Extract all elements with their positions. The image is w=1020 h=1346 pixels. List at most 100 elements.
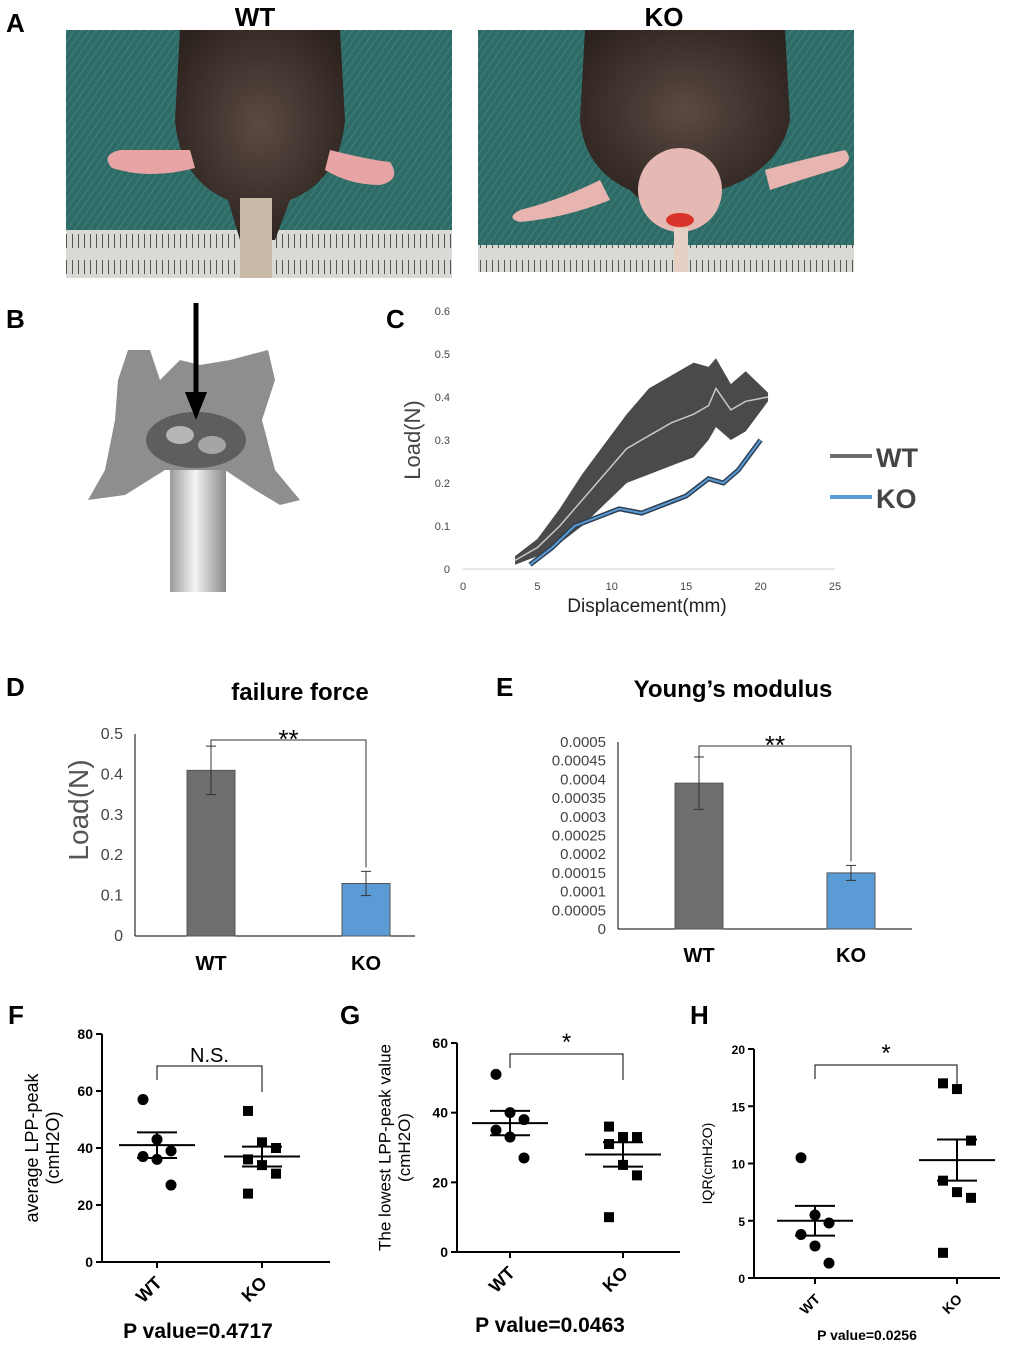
y-tick-label: 20 bbox=[77, 1197, 93, 1213]
y-tick-label: 0 bbox=[114, 928, 123, 945]
significance-marker: ** bbox=[278, 724, 298, 754]
y-tick-label: 0.4 bbox=[101, 766, 123, 783]
data-point-wt bbox=[823, 1217, 835, 1229]
category-label-ko: KO bbox=[351, 953, 381, 975]
significance-bracket bbox=[156, 1065, 263, 1092]
data-point-ko bbox=[257, 1137, 267, 1148]
y-tick-label: 20 bbox=[732, 1043, 746, 1057]
load-arrow-head bbox=[185, 392, 207, 420]
panel-letter-e: E bbox=[496, 672, 514, 702]
data-point-wt bbox=[504, 1131, 516, 1143]
photo-label-wt: WT bbox=[234, 2, 276, 32]
data-point-wt bbox=[165, 1145, 177, 1157]
y-axis-label: IQR(cmH2O) bbox=[699, 1123, 715, 1205]
y-tick-label: 60 bbox=[432, 1035, 448, 1051]
data-point-wt bbox=[151, 1153, 163, 1165]
data-point-ko bbox=[632, 1170, 642, 1181]
holder-rod bbox=[170, 470, 226, 592]
bar-ko bbox=[826, 872, 876, 930]
prolapse-ko bbox=[666, 213, 694, 227]
category-label-ko: KO bbox=[599, 1263, 632, 1296]
chart-c-legend: WT KO bbox=[830, 443, 918, 514]
data-point-wt bbox=[490, 1124, 502, 1136]
y-tick-label: 0.00025 bbox=[552, 828, 606, 845]
chart-d-ylabel: Load(N) bbox=[63, 759, 94, 860]
y-tick-label: 10 bbox=[732, 1158, 746, 1172]
photo-wt bbox=[66, 30, 452, 278]
chart-c-xtick: 10 bbox=[606, 581, 618, 593]
chart-h-iqr: 0 5 10 15 20 IQR(cmH2O) WT KO * P value=0.0256 bbox=[699, 1040, 1000, 1343]
data-point-ko bbox=[938, 1247, 948, 1258]
significance-bracket bbox=[698, 745, 852, 862]
data-point-ko bbox=[952, 1187, 962, 1198]
y-axis-label-line: average LPP-peak bbox=[22, 1072, 42, 1222]
y-tick-label: 0.0001 bbox=[560, 884, 606, 901]
chart-c-ytick: 0 bbox=[444, 564, 450, 576]
chart-c-ytick: 0.4 bbox=[435, 392, 450, 404]
y-tick-label: 0.0002 bbox=[560, 846, 606, 863]
mouse-perineum-ko bbox=[638, 148, 722, 232]
mouse-foot-right-wt bbox=[325, 150, 395, 185]
data-point-wt bbox=[795, 1152, 807, 1164]
y-tick-label: 0.00015 bbox=[552, 865, 606, 882]
chart-d-failure-force: failure force Load(N) 0 0.1 0.2 0.3 0.4 0.5 WT… bbox=[63, 679, 415, 975]
data-point-wt bbox=[137, 1151, 149, 1163]
p-value: P value=0.0463 bbox=[475, 1314, 625, 1337]
y-tick-label: 0.2 bbox=[101, 847, 123, 864]
y-tick-label: 0.5 bbox=[101, 726, 123, 743]
wt-error-band bbox=[515, 358, 769, 565]
data-point-wt bbox=[823, 1257, 835, 1269]
category-label-wt: WT bbox=[485, 1263, 519, 1297]
legend-wt-label: WT bbox=[876, 443, 918, 473]
y-axis-label: The lowest LPP-peak value(cmH2O) bbox=[375, 1044, 414, 1251]
y-axis-label-line: (cmH2O) bbox=[395, 1113, 414, 1182]
data-point-ko bbox=[618, 1132, 628, 1143]
ko-line bbox=[529, 439, 762, 566]
data-point-wt bbox=[795, 1228, 807, 1240]
mouse-tail-ko bbox=[674, 228, 688, 272]
panel-letter-b: B bbox=[6, 304, 25, 334]
chart-c-xtick: 15 bbox=[680, 581, 692, 593]
category-label-wt: WT bbox=[683, 945, 714, 967]
significance-bracket bbox=[814, 1064, 958, 1091]
panel-letter-g: G bbox=[340, 1000, 361, 1030]
panel-letter-f: F bbox=[8, 1000, 24, 1030]
p-value: P value=0.4717 bbox=[123, 1320, 273, 1343]
mouse-foot-right-ko bbox=[765, 150, 849, 190]
p-value: P value=0.0256 bbox=[817, 1327, 917, 1343]
y-tick-label: 0.00005 bbox=[552, 902, 606, 919]
panel-letter-d: D bbox=[6, 672, 25, 702]
y-axis-label: average LPP-peak(cmH2O) bbox=[22, 1072, 63, 1222]
chart-f-average-lpp: 0 20 40 60 80 average LPP-peak(cmH2O) WT KO N.S.… bbox=[22, 1026, 330, 1343]
category-label-ko: KO bbox=[836, 945, 866, 967]
data-point-ko bbox=[966, 1135, 976, 1146]
y-tick-label: 0.0003 bbox=[560, 809, 606, 826]
data-point-ko bbox=[604, 1121, 614, 1132]
y-tick-label: 40 bbox=[77, 1140, 93, 1156]
y-axis-label-line: The lowest LPP-peak value bbox=[375, 1044, 394, 1251]
mouse-foot-left-wt bbox=[107, 150, 195, 174]
data-point-wt bbox=[518, 1152, 530, 1164]
y-tick-label: 0 bbox=[440, 1244, 448, 1260]
y-tick-label: 0.0004 bbox=[560, 771, 606, 788]
y-tick-label: 0 bbox=[598, 921, 606, 938]
y-axis-label-line: IQR(cmH2O) bbox=[699, 1123, 715, 1205]
y-tick-label: 0.3 bbox=[101, 807, 123, 824]
significance-bracket bbox=[509, 1053, 624, 1080]
data-point-wt bbox=[809, 1240, 821, 1252]
data-point-ko bbox=[938, 1078, 948, 1089]
y-tick-label: 80 bbox=[77, 1026, 93, 1042]
y-tick-label: 0.1 bbox=[101, 888, 123, 905]
category-label-ko: KO bbox=[939, 1291, 965, 1317]
y-tick-label: 20 bbox=[432, 1174, 448, 1190]
y-tick-label: 0 bbox=[85, 1254, 93, 1270]
chart-c-load-displacement: Displacement(mm) Load(N) WT KO 0 0.1 0.2 0.… bbox=[400, 306, 918, 617]
data-point-ko bbox=[604, 1139, 614, 1150]
chart-e-title: Young’s modulus bbox=[634, 676, 833, 703]
chart-c-xtick: 25 bbox=[829, 581, 841, 593]
mouse-tail-wt bbox=[240, 198, 272, 278]
legend-ko-label: KO bbox=[876, 484, 917, 514]
specimen-illustration bbox=[88, 303, 300, 592]
significance-bracket bbox=[210, 739, 367, 868]
